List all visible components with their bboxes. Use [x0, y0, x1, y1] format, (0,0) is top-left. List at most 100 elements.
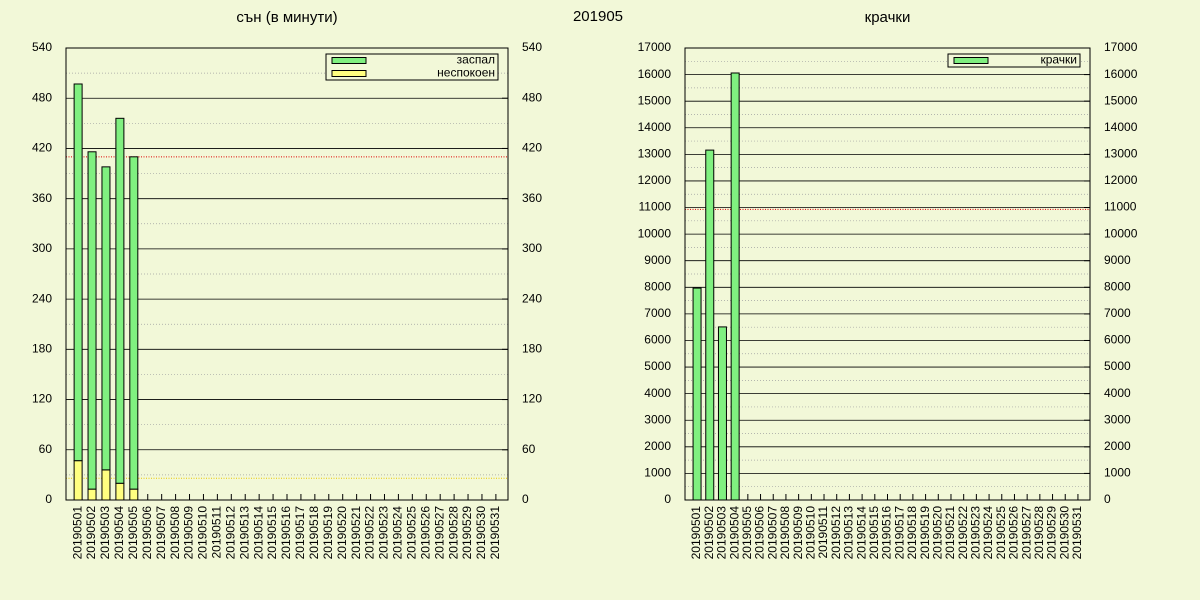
y2-tick-label: 13000	[1104, 147, 1138, 161]
x-tick-label: 20190504	[727, 506, 741, 560]
y2-tick-label: 540	[522, 40, 542, 54]
y2-tick-label: 0	[522, 492, 529, 506]
y-tick-label: 7000	[644, 306, 671, 320]
x-tick-label: 20190501	[689, 506, 703, 560]
x-tick-label: 20190525	[994, 506, 1008, 560]
x-tick-label: 20190530	[1057, 506, 1071, 560]
y-tick-label: 480	[32, 90, 52, 104]
y-tick-label: 5000	[644, 359, 671, 373]
bar	[115, 482, 125, 501]
y2-tick-label: 8000	[1104, 279, 1131, 293]
y2-tick-label: 5000	[1104, 359, 1131, 373]
y2-tick-label: 9000	[1104, 253, 1131, 267]
x-tick-label: 20190522	[363, 506, 377, 560]
y-tick-label: 1000	[644, 466, 671, 480]
x-tick-label: 20190506	[753, 506, 767, 560]
x-tick-label: 20190509	[791, 506, 805, 560]
y2-tick-label: 0	[1104, 492, 1111, 506]
y2-tick-label: 60	[522, 442, 536, 456]
x-tick-label: 20190501	[70, 506, 84, 560]
x-tick-label: 20190518	[307, 506, 321, 560]
x-tick-label: 20190517	[293, 506, 307, 560]
y2-tick-label: 14000	[1104, 120, 1138, 134]
x-tick-label: 20190528	[446, 506, 460, 560]
bar	[73, 83, 83, 462]
y2-tick-label: 3000	[1104, 412, 1131, 426]
chart-title: крачки	[865, 9, 911, 26]
x-tick-label: 20190526	[1007, 506, 1021, 560]
y-tick-label: 420	[32, 141, 52, 155]
bar	[101, 166, 111, 471]
x-tick-label: 20190525	[405, 506, 419, 560]
x-tick-label: 20190508	[778, 506, 792, 560]
x-tick-label: 20190503	[715, 506, 729, 560]
x-tick-label: 20190520	[930, 506, 944, 560]
y-tick-label: 120	[32, 392, 52, 406]
y2-tick-label: 10000	[1104, 226, 1138, 240]
y-tick-label: 300	[32, 241, 52, 255]
x-tick-label: 20190529	[460, 506, 474, 560]
bar	[129, 156, 139, 490]
legend-swatch	[953, 57, 989, 64]
bar	[717, 326, 727, 501]
y-tick-label: 11000	[639, 200, 672, 214]
y-tick-label: 12000	[638, 173, 672, 187]
legend-label: заспал	[457, 53, 495, 67]
x-tick-label: 20190516	[279, 506, 293, 560]
bar	[87, 488, 97, 501]
y2-tick-label: 180	[522, 342, 542, 356]
x-tick-label: 20190513	[842, 506, 856, 560]
y-tick-label: 240	[32, 291, 52, 305]
y-tick-label: 60	[39, 442, 53, 456]
x-tick-label: 20190530	[474, 506, 488, 560]
x-tick-label: 20190527	[1019, 506, 1033, 560]
y2-tick-label: 2000	[1104, 439, 1131, 453]
y2-tick-label: 17000	[1104, 40, 1138, 54]
y2-tick-label: 16000	[1104, 67, 1138, 81]
bar	[115, 117, 125, 484]
plot-border	[684, 47, 1091, 501]
y2-tick-label: 12000	[1104, 173, 1138, 187]
y-tick-label: 17000	[638, 40, 672, 54]
bar	[730, 72, 740, 501]
y2-tick-label: 15000	[1104, 93, 1138, 107]
y-tick-label: 180	[32, 342, 52, 356]
x-tick-label: 20190527	[432, 506, 446, 560]
x-tick-label: 20190524	[981, 506, 995, 560]
x-tick-label: 20190521	[349, 506, 363, 560]
bar	[129, 488, 139, 501]
y2-tick-label: 7000	[1104, 306, 1131, 320]
bar	[73, 460, 83, 501]
y2-tick-label: 1000	[1104, 466, 1131, 480]
x-tick-label: 20190511	[816, 506, 830, 559]
x-tick-label: 20190505	[126, 506, 140, 560]
legend-label: неспокоен	[437, 66, 495, 80]
x-tick-label: 20190518	[905, 506, 919, 560]
x-tick-label: 20190531	[1070, 506, 1084, 560]
x-tick-label: 20190510	[196, 506, 210, 560]
y2-tick-label: 4000	[1104, 386, 1131, 400]
y-tick-label: 3000	[644, 412, 671, 426]
bar	[101, 469, 111, 501]
x-tick-label: 20190519	[321, 506, 335, 560]
x-tick-label: 20190513	[237, 506, 251, 560]
y2-tick-label: 360	[522, 191, 542, 205]
x-tick-label: 20190502	[702, 506, 716, 560]
x-tick-label: 20190505	[740, 506, 754, 560]
page-title: 201905	[573, 8, 623, 25]
y-tick-label: 0	[664, 492, 671, 506]
legend-swatch	[331, 70, 367, 77]
y-tick-label: 540	[32, 40, 52, 54]
y-tick-label: 10000	[638, 226, 672, 240]
x-tick-label: 20190511	[210, 506, 224, 559]
y-tick-label: 360	[32, 191, 52, 205]
legend-label: крачки	[1040, 53, 1077, 67]
x-tick-label: 20190522	[956, 506, 970, 560]
x-tick-label: 20190508	[168, 506, 182, 560]
y-tick-label: 8000	[644, 279, 671, 293]
y2-tick-label: 11000	[1104, 200, 1137, 214]
bar	[692, 287, 702, 501]
x-tick-label: 20190516	[880, 506, 894, 560]
y-tick-label: 0	[45, 492, 52, 506]
